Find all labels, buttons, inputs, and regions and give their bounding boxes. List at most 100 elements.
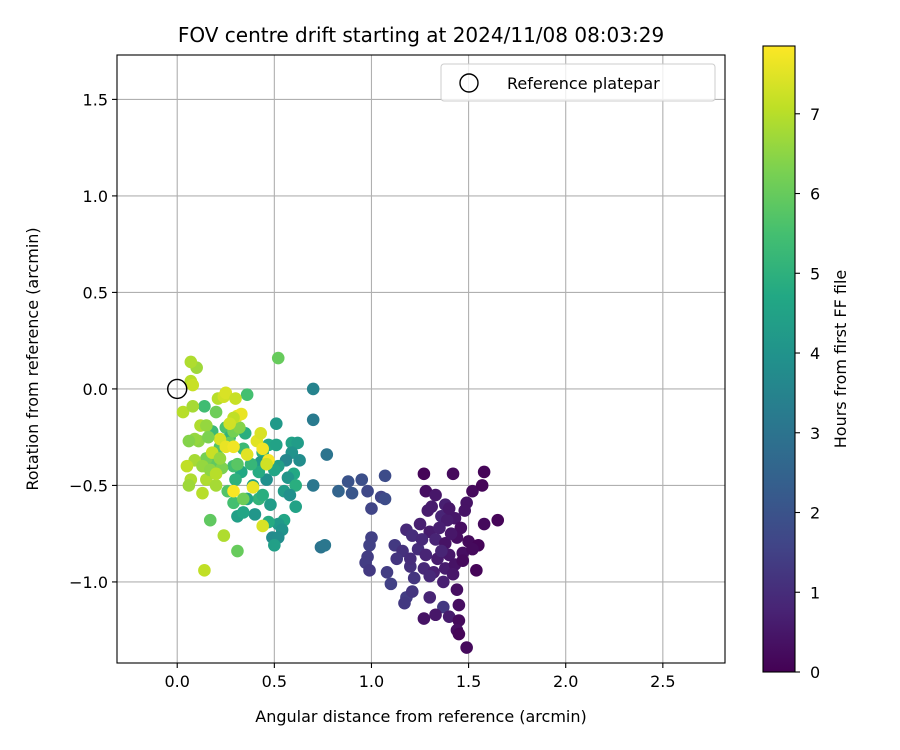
data-point bbox=[269, 417, 283, 430]
data-point bbox=[442, 610, 456, 623]
y-tick-label: 1.0 bbox=[83, 187, 108, 206]
y-axis-ticks: −1.0 −0.5 0.0 0.5 1.0 1.5 bbox=[69, 90, 117, 592]
chart-title: FOV centre drift starting at 2024/11/08 … bbox=[178, 23, 664, 47]
data-point bbox=[413, 517, 427, 531]
data-point bbox=[405, 585, 419, 598]
grid-lines bbox=[117, 55, 725, 663]
data-point bbox=[477, 465, 491, 479]
data-point bbox=[446, 567, 460, 581]
colorbar-tick-label: 7 bbox=[810, 105, 820, 124]
colorbar-tick-label: 2 bbox=[810, 504, 820, 523]
data-point bbox=[209, 467, 223, 481]
data-point bbox=[365, 502, 378, 515]
data-point bbox=[466, 542, 479, 556]
x-tick-label: 2.0 bbox=[553, 672, 578, 691]
y-tick-label: 1.5 bbox=[83, 90, 108, 109]
data-point bbox=[378, 469, 392, 483]
data-point bbox=[452, 614, 466, 627]
data-point bbox=[446, 467, 460, 481]
data-point bbox=[260, 457, 273, 471]
data-point bbox=[404, 552, 417, 566]
data-point bbox=[466, 484, 479, 498]
data-point bbox=[196, 486, 209, 500]
data-point bbox=[470, 564, 483, 577]
data-point bbox=[271, 351, 285, 365]
data-point bbox=[405, 529, 419, 542]
data-point bbox=[229, 392, 242, 405]
colorbar-tick-label: 0 bbox=[810, 663, 820, 682]
reference-marker bbox=[167, 378, 188, 400]
data-point bbox=[390, 552, 404, 566]
data-point bbox=[219, 386, 233, 400]
data-point bbox=[380, 565, 394, 579]
x-tick-label: 0.5 bbox=[262, 672, 287, 691]
data-point bbox=[423, 569, 437, 583]
reference-platepar-marker bbox=[167, 378, 188, 400]
data-point bbox=[320, 448, 334, 461]
data-point bbox=[429, 533, 442, 546]
colorbar: 0 1 2 3 4 5 6 7 Hours from first FF file bbox=[762, 45, 850, 682]
data-point bbox=[256, 442, 269, 456]
x-axis-label: Angular distance from reference (arcmin) bbox=[255, 707, 586, 726]
data-point bbox=[407, 571, 421, 585]
y-tick-label: −0.5 bbox=[69, 476, 108, 495]
data-point bbox=[209, 479, 223, 492]
data-point bbox=[227, 440, 240, 454]
data-point bbox=[240, 448, 254, 461]
data-point bbox=[252, 465, 266, 479]
colorbar-tick-label: 5 bbox=[810, 264, 820, 283]
data-point bbox=[198, 564, 211, 577]
data-point bbox=[244, 457, 258, 471]
data-point bbox=[269, 438, 283, 452]
legend: Reference platepar bbox=[440, 63, 716, 102]
data-point bbox=[254, 427, 268, 440]
data-point bbox=[227, 484, 240, 498]
data-point bbox=[231, 457, 244, 471]
x-tick-label: 1.0 bbox=[359, 672, 384, 691]
data-point bbox=[256, 488, 269, 502]
data-point bbox=[217, 529, 231, 542]
data-point bbox=[213, 452, 227, 465]
data-point bbox=[433, 521, 446, 535]
data-point bbox=[293, 454, 306, 467]
data-point bbox=[306, 413, 320, 427]
y-tick-label: −1.0 bbox=[69, 573, 108, 592]
data-point bbox=[423, 591, 437, 604]
colorbar-tick-label: 3 bbox=[810, 424, 820, 443]
data-point bbox=[268, 538, 281, 552]
data-point bbox=[363, 564, 376, 577]
data-point bbox=[456, 554, 470, 568]
legend-entry: Reference platepar bbox=[507, 74, 660, 93]
data-point bbox=[477, 517, 491, 531]
data-point bbox=[363, 538, 376, 552]
data-point bbox=[491, 513, 505, 527]
y-axis-label: Rotation from reference (arcmin) bbox=[23, 227, 42, 490]
data-point bbox=[256, 519, 269, 533]
data-point bbox=[184, 355, 198, 369]
data-point bbox=[233, 421, 246, 434]
data-point bbox=[201, 430, 215, 444]
data-point bbox=[227, 496, 240, 510]
data-point bbox=[198, 399, 211, 413]
data-point bbox=[437, 575, 450, 589]
data-point bbox=[200, 419, 213, 432]
data-point bbox=[182, 479, 196, 492]
data-point bbox=[417, 612, 431, 625]
data-point bbox=[289, 500, 303, 513]
data-point bbox=[384, 577, 398, 591]
data-point bbox=[264, 498, 277, 512]
x-tick-label: 1.5 bbox=[456, 672, 481, 691]
data-point bbox=[398, 596, 411, 610]
data-point bbox=[223, 417, 236, 430]
data-point bbox=[452, 598, 466, 612]
colorbar-tick-label: 1 bbox=[810, 583, 820, 602]
data-point bbox=[186, 399, 200, 413]
data-point bbox=[437, 600, 450, 614]
data-point bbox=[229, 473, 242, 486]
data-point bbox=[442, 502, 456, 515]
data-point bbox=[475, 479, 489, 492]
data-point bbox=[203, 513, 217, 527]
x-tick-label: 2.5 bbox=[650, 672, 675, 691]
data-point bbox=[361, 484, 374, 498]
